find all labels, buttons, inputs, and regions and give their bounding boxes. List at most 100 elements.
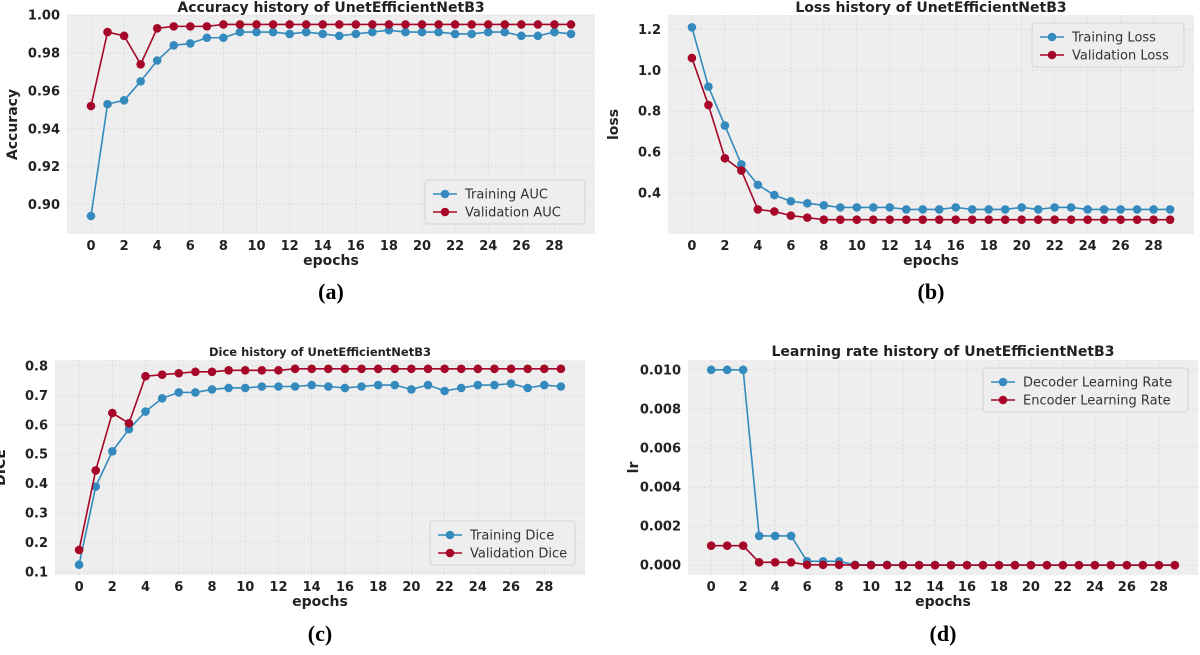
- data-point: [1017, 215, 1026, 224]
- data-point: [819, 215, 829, 224]
- chart-title: Loss history of UnetEfficientNetB3: [795, 0, 1066, 16]
- legend-marker: [445, 548, 455, 558]
- x-tick-label: 12: [281, 239, 299, 254]
- data-point: [556, 364, 566, 374]
- x-tick-label: 6: [174, 580, 183, 595]
- y-tick-label: 0.6: [25, 418, 48, 433]
- data-point: [440, 364, 449, 374]
- data-point: [108, 408, 117, 418]
- data-point: [786, 557, 796, 567]
- x-tick-label: 10: [848, 239, 866, 254]
- x-tick-label: 20: [402, 580, 420, 595]
- data-point: [687, 53, 697, 63]
- data-point: [257, 382, 267, 391]
- data-point: [86, 101, 96, 111]
- dice-chart: 0 2 4 6 8 10 12 14 16 18 20 22 24 26 280.10.20.30.40.5…: [0, 345, 585, 646]
- x-tick-label: 8: [219, 239, 228, 254]
- data-point: [901, 205, 911, 214]
- x-tick-label: 24: [1086, 580, 1104, 595]
- x-axis-label: epochs: [915, 594, 971, 610]
- data-point: [754, 557, 764, 567]
- data-point: [533, 20, 543, 29]
- data-point: [722, 541, 732, 550]
- data-point: [706, 365, 716, 375]
- data-point: [440, 386, 449, 396]
- data-point: [86, 211, 96, 221]
- legend-label: Training AUC: [464, 188, 548, 203]
- x-tick-label: 26: [1118, 580, 1136, 595]
- data-point: [802, 560, 812, 570]
- legend-label: Training Loss: [1071, 31, 1156, 46]
- data-point: [152, 56, 162, 65]
- y-tick-label: 0.002: [640, 520, 681, 535]
- data-point: [191, 388, 200, 397]
- x-tick-label: 8: [835, 580, 844, 595]
- data-point: [1149, 215, 1158, 224]
- data-point: [852, 203, 862, 212]
- data-point: [738, 365, 748, 375]
- legend-marker: [1047, 50, 1057, 60]
- y-tick-label: 1.00: [28, 9, 60, 24]
- data-point: [1149, 205, 1158, 214]
- chart-title: Learning rate history of UnetEfficientNe…: [772, 344, 1115, 360]
- x-tick-label: 22: [436, 580, 454, 595]
- data-point: [951, 215, 961, 224]
- data-point: [307, 380, 316, 390]
- data-point: [384, 20, 394, 29]
- data-point: [1042, 560, 1052, 570]
- x-tick-label: 18: [980, 239, 998, 254]
- data-point: [186, 39, 195, 48]
- data-point: [351, 20, 361, 29]
- x-tick-label: 18: [990, 580, 1008, 595]
- legend-marker: [998, 395, 1008, 405]
- data-point: [1116, 215, 1125, 224]
- data-point: [868, 203, 878, 212]
- x-tick-label: 4: [753, 239, 762, 254]
- data-point: [819, 201, 829, 210]
- data-point: [351, 29, 361, 39]
- data-point: [914, 560, 924, 570]
- data-point: [141, 371, 150, 381]
- data-point: [866, 560, 876, 570]
- data-point: [456, 383, 466, 393]
- data-point: [934, 215, 944, 224]
- legend-marker: [440, 189, 450, 199]
- data-point: [754, 531, 764, 541]
- data-point: [1017, 203, 1026, 212]
- data-point: [334, 31, 344, 41]
- data-point: [434, 20, 443, 29]
- y-tick-label: 0.1: [25, 566, 48, 581]
- y-tick-label: 0.3: [25, 507, 48, 522]
- x-tick-label: 2: [108, 580, 117, 595]
- legend-marker: [1047, 32, 1057, 42]
- data-point: [803, 198, 812, 208]
- data-point: [268, 20, 278, 29]
- y-tick-label: 0.6: [638, 146, 661, 161]
- data-point: [687, 22, 697, 32]
- data-point: [1154, 560, 1164, 570]
- legend-label: Encoder Learning Rate: [1023, 394, 1171, 409]
- data-point: [934, 205, 944, 214]
- data-point: [523, 383, 532, 393]
- data-point: [556, 382, 566, 391]
- x-tick-label: 8: [819, 239, 828, 254]
- data-point: [1074, 560, 1084, 570]
- x-tick-label: 2: [120, 239, 129, 254]
- y-tick-label: 0.010: [640, 363, 681, 378]
- y-tick-label: 0.92: [28, 160, 60, 175]
- data-point: [373, 364, 383, 374]
- x-axis-label: epochs: [292, 594, 348, 610]
- data-point: [706, 541, 716, 550]
- x-tick-label: 20: [413, 239, 431, 254]
- data-point: [550, 20, 559, 29]
- data-point: [868, 215, 878, 224]
- data-point: [803, 213, 812, 222]
- data-point: [301, 20, 311, 29]
- data-point: [770, 557, 780, 567]
- legend-box: [982, 367, 1189, 413]
- legend-marker: [998, 377, 1008, 387]
- data-point: [506, 379, 516, 388]
- data-point: [169, 22, 179, 31]
- data-point: [450, 29, 460, 39]
- data-point: [1132, 215, 1142, 224]
